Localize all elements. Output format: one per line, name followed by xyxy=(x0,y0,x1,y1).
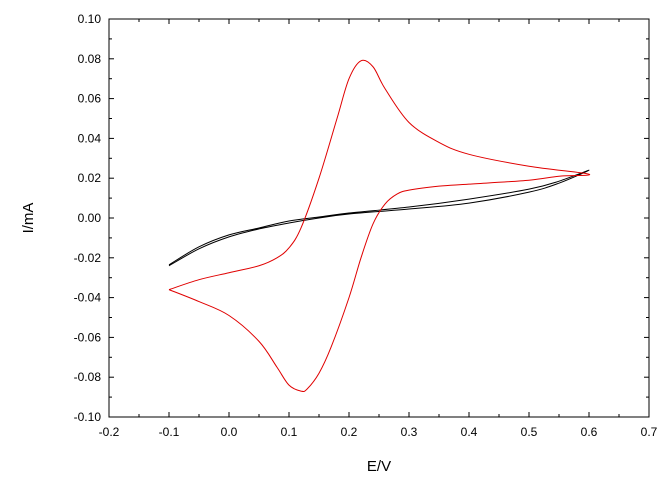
y-tick-label: -0.04 xyxy=(74,291,102,305)
y-tick-label: 0.04 xyxy=(78,131,102,145)
series-line-1 xyxy=(168,169,590,267)
x-tick-label: 0.0 xyxy=(221,425,238,439)
y-axis-label: I/mA xyxy=(20,203,37,234)
x-tick-label: 0.4 xyxy=(461,425,478,439)
ticks-layer: -0.2 -0.1 0.0 0.1 0.2 0.3 0.4 0.5 0.6 0.7 -0.10 -0.… xyxy=(74,12,658,439)
y-tick-label: -0.02 xyxy=(74,251,102,265)
y-tick-label: -0.08 xyxy=(74,370,102,384)
series-layer xyxy=(168,59,591,393)
x-tick-label: 0.7 xyxy=(641,425,658,439)
y-tick-label: 0.08 xyxy=(78,52,102,66)
x-axis-label: E/V xyxy=(367,458,391,475)
x-tick-label: 0.5 xyxy=(521,425,538,439)
y-tick-label: 0.02 xyxy=(78,171,102,185)
x-tick-label: 0.3 xyxy=(401,425,418,439)
y-tick-label: 0.00 xyxy=(78,211,102,225)
y-tick-label: 0.06 xyxy=(78,92,102,106)
x-tick-label: -0.1 xyxy=(159,425,180,439)
y-tick-label: -0.06 xyxy=(74,330,102,344)
x-tick-label: 0.6 xyxy=(581,425,598,439)
x-tick-label: -0.2 xyxy=(99,425,120,439)
x-tick-label: 0.2 xyxy=(341,425,358,439)
series-line-2 xyxy=(168,59,591,393)
y-tick-label: -0.10 xyxy=(74,410,102,424)
x-tick-label: 0.1 xyxy=(281,425,298,439)
y-tick-label: 0.10 xyxy=(78,12,102,26)
